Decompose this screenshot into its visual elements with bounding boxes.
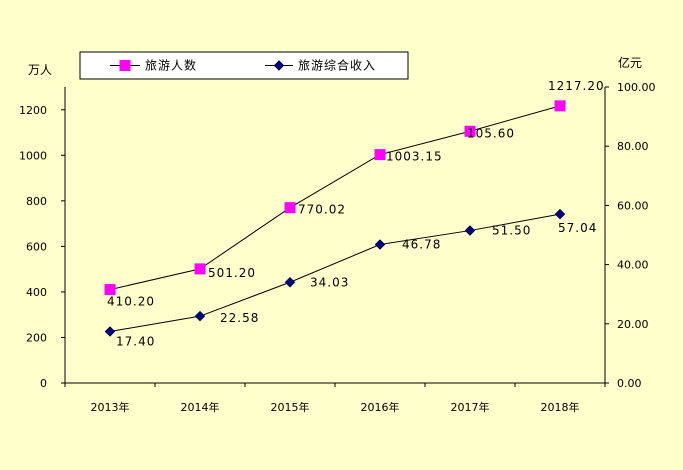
x-tick-label: 2014年 [181,400,220,414]
left-tick-label: 800 [26,195,47,208]
series-layer [104,100,566,337]
series-0-data-label: 1217.20 [548,79,605,93]
series-0-data-label: 770.02 [298,203,346,217]
series-0-point [374,149,386,161]
right-tick-label: 20.00 [617,318,649,331]
legend-label-1: 旅游综合收入 [298,58,376,73]
series-0-point [464,125,476,137]
series-line-1 [109,213,561,332]
right-tick-label: 100.00 [617,81,656,94]
right-tick-label: 80.00 [617,140,649,153]
axes-layer: 0 200 400 600 800 1000 1200 0.00 20.00 40.00 60.00… [19,55,656,414]
left-tick-label: 1200 [19,104,47,117]
series-0-data-label: 501.20 [208,266,256,280]
series-0-point [554,100,566,112]
series-0-point [104,284,116,296]
series-0-data-label: 1003.15 [386,150,443,164]
left-tick-label: 0 [40,377,47,390]
series-1-point [464,225,476,236]
right-tick-label: 40.00 [617,259,649,272]
left-tick-label: 200 [26,331,47,344]
left-tick-label: 400 [26,286,47,299]
series-1-data-label: 51.50 [492,224,531,238]
legend: 旅游人数 旅游综合收入 [79,51,409,80]
x-tick-label: 2013年 [91,400,130,414]
series-1-point [374,239,386,250]
series-1-data-label: 57.04 [558,221,597,235]
series-0-point [284,202,296,214]
series-line-0 [109,105,561,291]
x-tick-label: 2018年 [541,400,580,414]
legend-marker-0 [119,60,131,71]
series-1-data-label: 17.40 [116,334,155,348]
left-tick-label: 1000 [19,149,47,162]
series-1-point [104,326,116,337]
legend-marker-1 [273,60,285,71]
series-0-point [194,263,206,275]
legend-label-0: 旅游人数 [145,58,197,73]
series-1-data-label: 46.78 [402,238,441,252]
series-1-point [194,310,206,322]
x-tick-label: 2017年 [451,400,490,414]
series-0-data-label: 410.20 [107,295,155,309]
right-tick-label: 60.00 [617,199,649,212]
right-tick-label: 0.00 [617,377,642,390]
labels-layer: 410.20 501.20 770.02 1003.15 105.60 1217.20 17… [107,79,605,349]
left-tick-label: 600 [26,240,47,253]
x-tick-label: 2016年 [361,400,400,414]
left-axis-unit: 万人 [28,63,52,77]
right-axis-unit: 亿元 [618,55,642,70]
series-1-point [284,276,296,288]
series-1-data-label: 34.03 [310,275,349,289]
series-0-data-label: 105.60 [467,126,515,140]
x-tick-label: 2015年 [271,400,310,414]
series-1-point [554,208,566,220]
series-1-data-label: 22.58 [220,311,259,325]
